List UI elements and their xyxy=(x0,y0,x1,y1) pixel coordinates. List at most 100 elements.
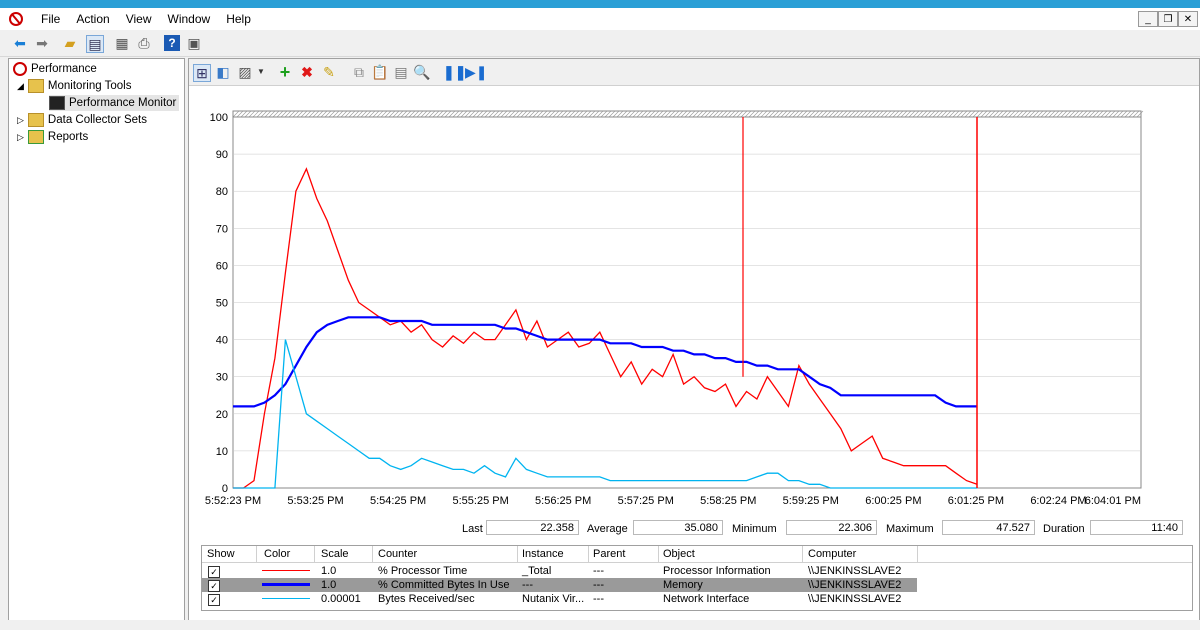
close-button[interactable]: ✕ xyxy=(1178,11,1198,27)
counter-cell: % Committed Bytes In Use xyxy=(378,579,510,591)
zoom-icon[interactable]: 🔍 xyxy=(413,64,431,80)
counter-legend: Show Color Scale Counter Instance Parent… xyxy=(201,545,1193,611)
color-swatch xyxy=(262,570,310,571)
back-arrow-icon[interactable]: ⬅ xyxy=(14,35,26,51)
show-hide-console-tree-icon[interactable]: ▤ xyxy=(86,35,104,53)
add-counter-icon[interactable]: + xyxy=(279,62,291,82)
up-folder-icon[interactable]: ▰ xyxy=(64,35,76,51)
y-tick-label: 20 xyxy=(216,409,228,421)
x-axis: 5:52:23 PM 5:53:25 PM 5:54:25 PM 5:55:25 PM… xyxy=(205,495,1141,507)
series-line[interactable] xyxy=(233,316,977,408)
view-log-data-icon[interactable]: ◧ xyxy=(216,64,230,80)
y-tick-label: 40 xyxy=(216,335,228,347)
delete-counter-icon[interactable]: ✖ xyxy=(301,64,313,80)
change-graph-type-icon[interactable]: ▨ xyxy=(238,64,252,80)
x-tick-label: 5:52:23 PM xyxy=(205,495,261,507)
help-icon[interactable]: ? xyxy=(164,35,180,51)
x-tick-label: 6:02:24 PM xyxy=(1030,495,1086,507)
properties-icon[interactable]: ▦ xyxy=(115,35,129,51)
maximum-value: 47.527 xyxy=(942,520,1035,535)
menu-view[interactable]: View xyxy=(125,12,152,26)
tree-item-data-collector-sets[interactable]: ▷ Data Collector Sets xyxy=(17,112,147,127)
tree-item-reports[interactable]: ▷ Reports xyxy=(17,129,89,144)
color-swatch xyxy=(262,583,310,586)
folder-icon xyxy=(27,112,44,127)
average-label: Average xyxy=(587,523,628,535)
y-tick-label: 80 xyxy=(216,186,228,198)
paste-counter-list-icon[interactable]: 📋 xyxy=(371,64,389,80)
show-hide-action-pane-icon[interactable]: ▣ xyxy=(187,35,201,51)
y-tick-label: 60 xyxy=(216,260,228,272)
parent-cell: --- xyxy=(593,579,604,591)
scale-cell: 1.0 xyxy=(321,565,337,577)
color-swatch xyxy=(262,598,310,599)
col-object[interactable]: Object xyxy=(663,548,695,560)
menu-bar: File Action View Window Help xyxy=(0,8,1200,30)
view-current-activity-icon[interactable]: ⊞ xyxy=(193,64,211,82)
graph-type-dropdown-icon[interactable]: ▼ xyxy=(257,67,265,76)
x-tick-label: 5:59:25 PM xyxy=(783,495,839,507)
minimum-value: 22.306 xyxy=(786,520,877,535)
computer-cell: \\JENKINSSLAVE2 xyxy=(808,593,902,605)
stats-bar: Last 22.358 Average 35.080 Minimum 22.30… xyxy=(189,518,1199,540)
tree-item-monitoring-tools[interactable]: ◢ Monitoring Tools xyxy=(17,78,132,93)
col-parent[interactable]: Parent xyxy=(593,548,626,560)
show-checkbox[interactable]: ✓ xyxy=(208,594,220,606)
legend-row-selected[interactable]: ✓ 1.0 % Committed Bytes In Use --- --- M… xyxy=(202,578,917,592)
col-color[interactable]: Color xyxy=(264,548,291,560)
menu-window[interactable]: Window xyxy=(167,12,211,26)
legend-row[interactable]: ✓ 0.00001 Bytes Received/sec Nutanix Vir… xyxy=(202,592,917,606)
menu-file[interactable]: File xyxy=(41,12,61,26)
col-computer[interactable]: Computer xyxy=(808,548,857,560)
tree-item-performance-monitor[interactable]: Performance Monitor xyxy=(49,95,180,111)
restore-button[interactable]: ❐ xyxy=(1158,11,1178,27)
instance-cell: --- xyxy=(522,579,533,591)
highlight-icon[interactable]: ✎ xyxy=(323,64,335,80)
title-bar xyxy=(0,0,1200,8)
collapse-triangle-icon[interactable]: ◢ xyxy=(17,81,24,91)
properties-icon[interactable]: ▤ xyxy=(394,64,408,80)
menu-help[interactable]: Help xyxy=(226,12,251,26)
y-tick-label: 100 xyxy=(210,112,228,124)
x-tick-label: 6:04:01 PM xyxy=(1085,495,1141,507)
scale-cell: 1.0 xyxy=(321,579,337,591)
graph-top-strip xyxy=(232,110,1142,118)
last-value: 22.358 xyxy=(486,520,579,535)
instance-cell: Nutanix Vir... xyxy=(522,593,585,605)
show-checkbox[interactable]: ✓ xyxy=(208,566,220,578)
y-tick-label: 90 xyxy=(216,149,228,161)
show-checkbox[interactable]: ✓ xyxy=(208,580,220,592)
col-scale[interactable]: Scale xyxy=(321,548,349,560)
forward-arrow-icon[interactable]: ➡ xyxy=(36,35,48,51)
series-line[interactable] xyxy=(233,339,977,489)
x-tick-label: 5:56:25 PM xyxy=(535,495,591,507)
minimum-label: Minimum xyxy=(732,523,777,535)
average-value: 35.080 xyxy=(633,520,723,535)
counter-cell: % Processor Time xyxy=(378,565,468,577)
legend-row[interactable]: ✓ 1.0 % Processor Time _Total --- Proces… xyxy=(202,564,917,578)
object-cell: Network Interface xyxy=(663,593,750,605)
col-instance[interactable]: Instance xyxy=(522,548,564,560)
console-tree: Performance ◢ Monitoring Tools Performanc… xyxy=(8,58,185,622)
print-icon[interactable]: ⎙ xyxy=(138,35,150,51)
parent-cell: --- xyxy=(593,593,604,605)
object-cell: Memory xyxy=(663,579,703,591)
expand-triangle-icon[interactable]: ▷ xyxy=(17,132,24,142)
minimize-button[interactable]: _ xyxy=(1138,11,1158,27)
series-line[interactable] xyxy=(233,167,978,489)
expand-triangle-icon[interactable]: ▷ xyxy=(17,115,24,125)
computer-cell: \\JENKINSSLAVE2 xyxy=(808,579,902,591)
freeze-display-icon[interactable]: ❚❚ xyxy=(443,64,467,80)
col-show[interactable]: Show xyxy=(207,548,235,560)
duration-value: 11:40 xyxy=(1090,520,1183,535)
x-tick-label: 5:55:25 PM xyxy=(453,495,509,507)
tree-item-performance[interactable]: Performance xyxy=(13,61,97,77)
col-counter[interactable]: Counter xyxy=(378,548,418,560)
menu-action[interactable]: Action xyxy=(76,12,110,26)
copy-properties-icon[interactable]: ⧉ xyxy=(354,64,364,80)
update-data-icon[interactable]: ▶❚ xyxy=(465,64,488,80)
x-tick-label: 6:01:25 PM xyxy=(948,495,1004,507)
computer-cell: \\JENKINSSLAVE2 xyxy=(808,565,902,577)
